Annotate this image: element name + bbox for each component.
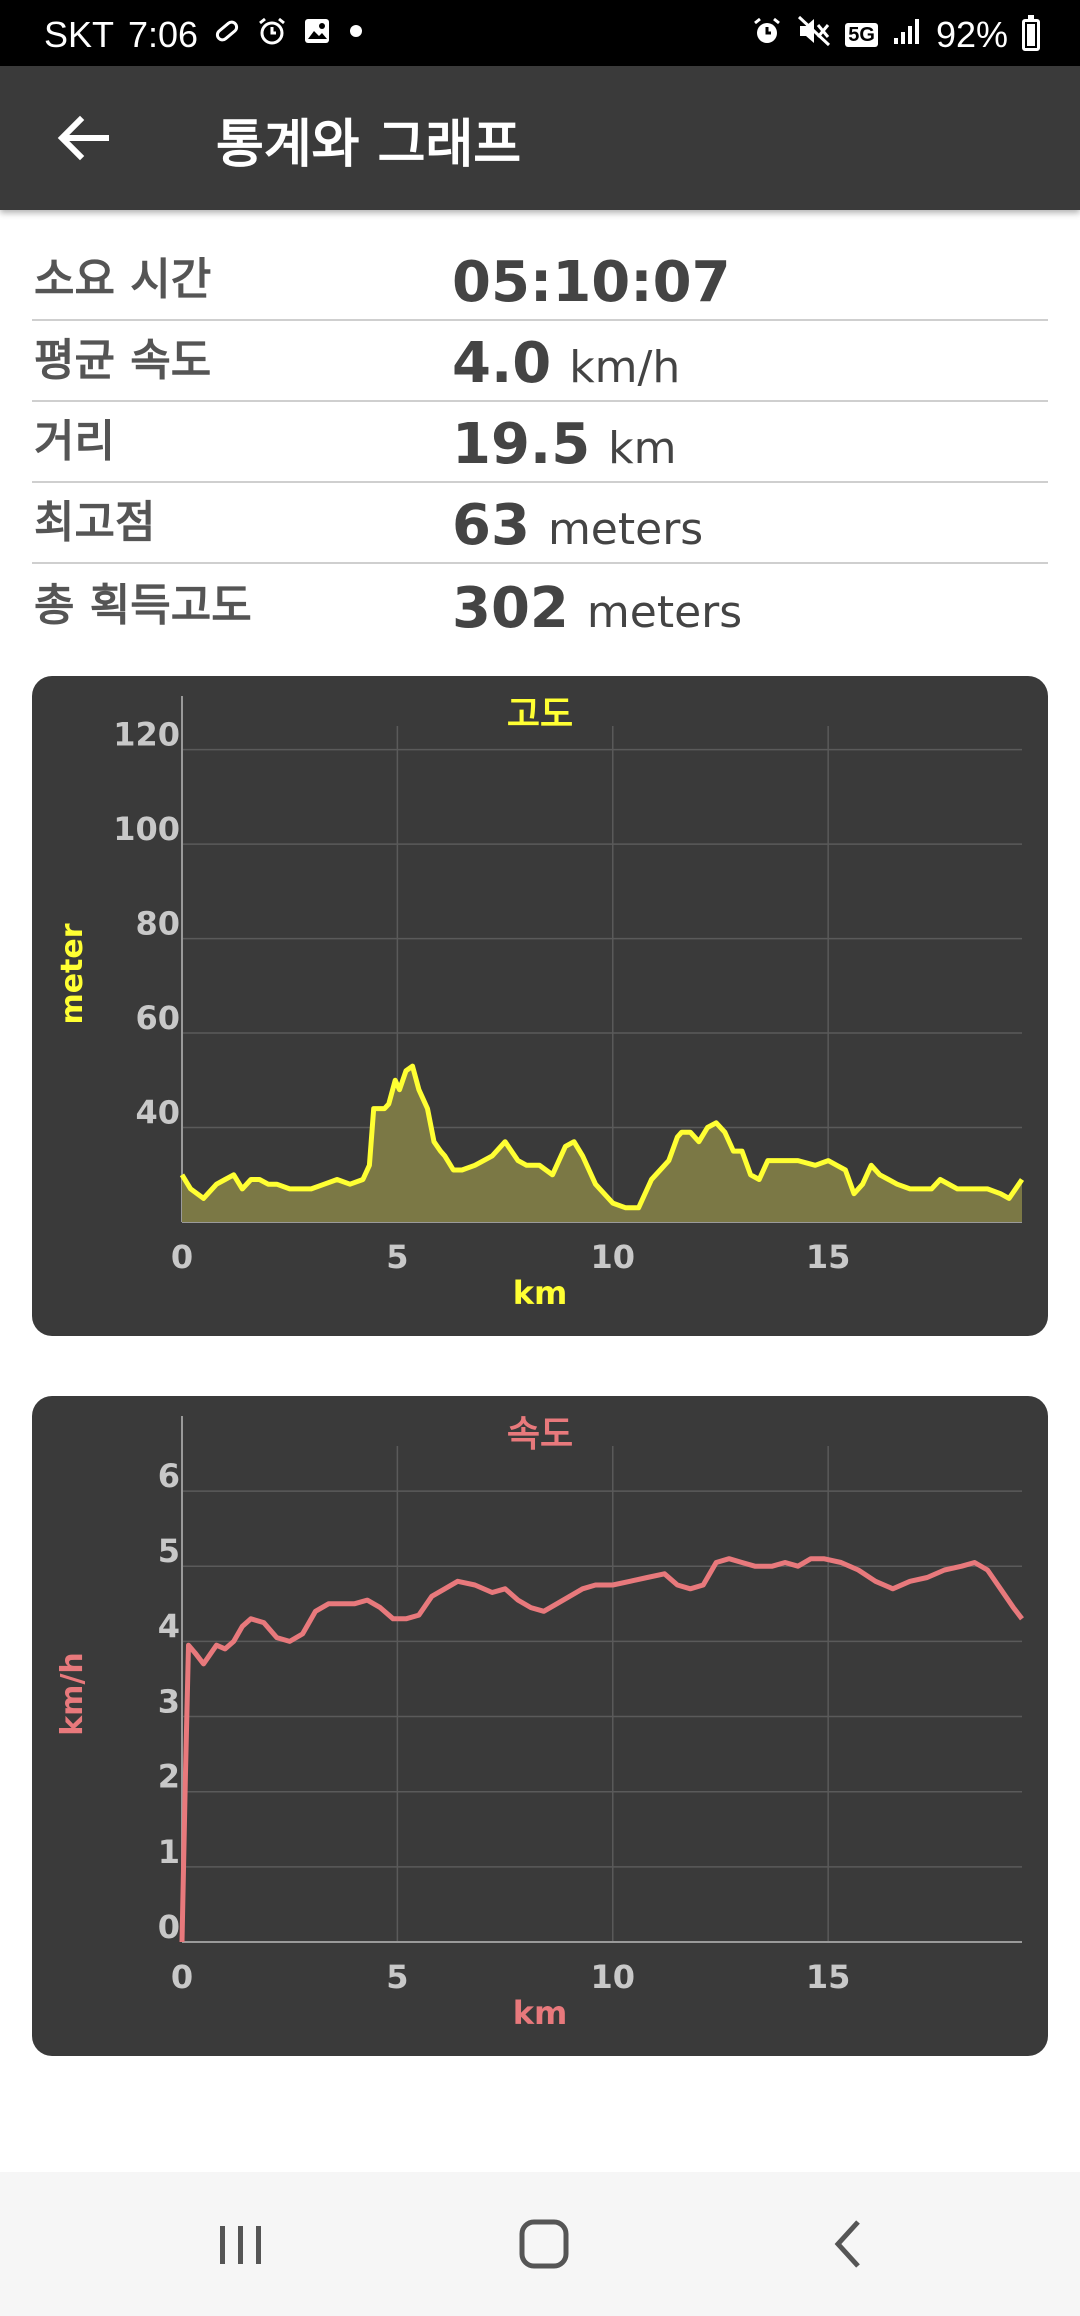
- stat-value: 05:10:07: [452, 250, 731, 315]
- stat-label: 최고점: [34, 497, 156, 548]
- stat-unit: meters: [586, 587, 743, 638]
- stat-row-avg-speed: 평균 속도 4.0 km/h: [32, 321, 1048, 402]
- chart-title: 속도: [507, 1414, 573, 1455]
- alarm-icon: [256, 15, 288, 56]
- back-icon[interactable]: [803, 2202, 893, 2286]
- status-bar: SKT 7:06 5G 92%: [0, 0, 1080, 66]
- stat-unit: km/h: [569, 342, 681, 393]
- x-tick-label: 15: [806, 1238, 851, 1276]
- y-tick-label: 5: [158, 1532, 180, 1570]
- alarm-icon: [751, 15, 783, 56]
- y-tick-label: 3: [158, 1683, 180, 1721]
- stat-value: 19.5: [452, 412, 591, 477]
- x-tick-label: 10: [591, 1958, 636, 1996]
- x-tick-label: 5: [386, 1958, 408, 1996]
- stat-label: 총 획득고도: [34, 580, 252, 631]
- stat-unit: km: [608, 423, 677, 474]
- stat-row-distance: 거리 19.5 km: [32, 402, 1048, 483]
- stat-row-elevation-gain: 총 획득고도 302 meters: [32, 564, 1048, 645]
- stat-value: 63: [452, 493, 530, 558]
- y-tick-label: 4: [158, 1607, 180, 1645]
- signal-icon: [892, 16, 922, 55]
- y-tick-label: 80: [135, 905, 180, 943]
- y-tick-label: 2: [158, 1758, 180, 1796]
- stat-label: 거리: [34, 416, 115, 467]
- stat-row-max-elevation: 최고점 63 meters: [32, 483, 1048, 564]
- chart-title: 고도: [507, 694, 573, 735]
- y-tick-label: 40: [135, 1094, 180, 1132]
- y-axis-label: km/h: [55, 1652, 90, 1736]
- app-bar: 통계와 그래프: [0, 66, 1080, 210]
- stats-list: 소요 시간 05:10:07 평균 속도 4.0 km/h 거리 19.5 km 최…: [32, 240, 1048, 645]
- stat-label: 소요 시간: [34, 254, 212, 305]
- arrow-left-icon[interactable]: [50, 104, 118, 172]
- pill-icon: [212, 16, 242, 55]
- stat-unit: meters: [547, 504, 704, 555]
- carrier-label: SKT: [44, 14, 115, 55]
- y-axis-label: meter: [55, 923, 90, 1024]
- y-tick-label: 1: [158, 1833, 180, 1871]
- recent-apps-icon[interactable]: [196, 2202, 286, 2286]
- x-tick-label: 5: [386, 1238, 408, 1276]
- stat-row-duration: 소요 시간 05:10:07: [32, 240, 1048, 321]
- y-tick-label: 6: [158, 1457, 180, 1495]
- y-tick-label: 120: [113, 716, 180, 754]
- dot-icon: [346, 16, 366, 55]
- navigation-bar: [0, 2172, 1080, 2316]
- y-tick-label: 0: [158, 1908, 180, 1946]
- x-tick-label: 0: [171, 1238, 193, 1276]
- speed-chart-svg: 0 5 10 15 0 1 2 3 4 5 6 속도 km km/h: [55, 1414, 1024, 2032]
- stat-value: 302: [452, 576, 569, 641]
- speed-chart: 0 5 10 15 0 1 2 3 4 5 6 속도 km km/h: [32, 1396, 1048, 2056]
- mute-icon: [797, 15, 831, 56]
- series-line: [179, 1556, 1024, 1943]
- y-tick-label: 60: [135, 999, 180, 1037]
- stat-label: 평균 속도: [34, 335, 212, 386]
- x-tick-label: 10: [591, 1238, 636, 1276]
- battery-icon: [1022, 15, 1040, 51]
- page-title: 통계와 그래프: [216, 115, 522, 175]
- elevation-chart-svg: 0 5 10 15 40 60 80 100 120 고도 km meter: [55, 694, 1025, 1312]
- stat-value: 4.0: [452, 331, 552, 396]
- x-tick-label: 15: [806, 1958, 851, 1996]
- 5g-icon: 5G: [845, 23, 878, 47]
- y-tick-label: 100: [113, 810, 180, 848]
- area-fill: [182, 1066, 1022, 1222]
- clock: 7:06: [128, 14, 199, 55]
- elevation-chart: 0 5 10 15 40 60 80 100 120 고도 km meter: [32, 676, 1048, 1336]
- image-icon: [302, 16, 332, 55]
- x-axis-label: km: [513, 1994, 568, 2032]
- x-tick-label: 0: [171, 1958, 193, 1996]
- x-axis-label: km: [513, 1274, 568, 1312]
- battery-percent: 92%: [935, 14, 1008, 55]
- series-line: [179, 1063, 1025, 1211]
- home-icon[interactable]: [499, 2202, 589, 2286]
